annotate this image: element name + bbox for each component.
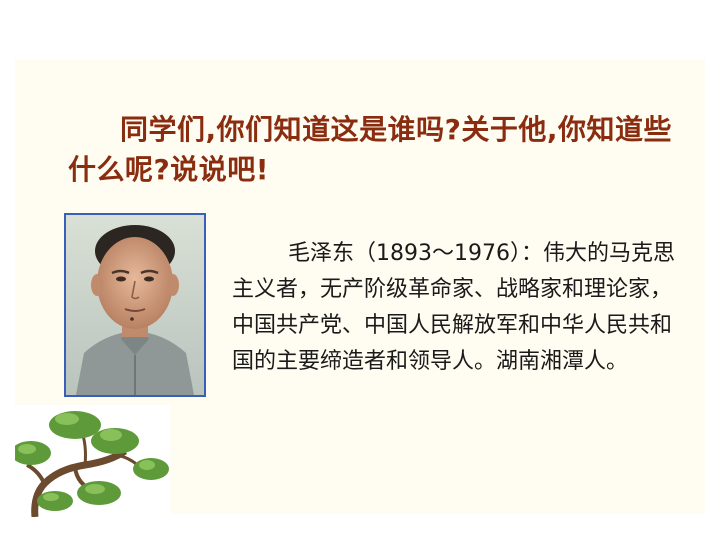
question-heading: 同学们,你们知道这是谁吗?关于他,你知道些什么呢?说说吧! — [68, 113, 673, 186]
biography-text: 毛泽东（1893～1976）：伟大的马克思主义者，无产阶级革命家、战略家和理论家… — [232, 241, 675, 374]
bonsai-tree-illustration — [15, 405, 170, 517]
portrait-illustration — [66, 215, 204, 395]
portrait-photo — [64, 213, 206, 397]
